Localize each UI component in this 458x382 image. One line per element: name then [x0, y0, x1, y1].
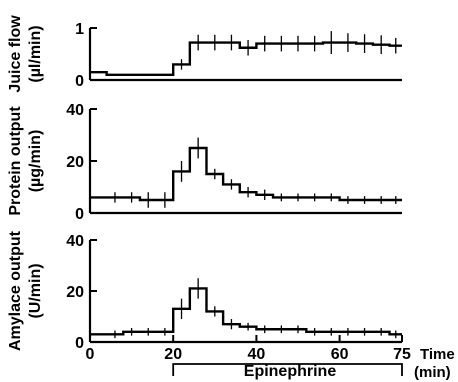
y-tick-label: 0 — [75, 73, 84, 90]
panel-2: 0 20 40 Protein output (µg/min) — [7, 102, 402, 223]
x-tick-label: 40 — [248, 346, 266, 363]
y-tick-label: 20 — [66, 284, 84, 301]
data-series-line — [90, 287, 402, 336]
y-tick-label: 20 — [66, 154, 84, 171]
y-tick-label: 0 — [75, 335, 84, 352]
y-axis-label: Protein output — [7, 106, 24, 216]
y-tick-label: 40 — [66, 102, 84, 119]
panel-3: 0 20 40 Amylace output (U/min) — [7, 230, 402, 352]
y-tick-label: 40 — [66, 233, 84, 250]
y-tick-label: 1 — [75, 21, 84, 38]
x-axis-label-unit: (min) — [414, 364, 451, 381]
y-axis-unit: (µg/min) — [27, 130, 44, 193]
epinephrine-bracket: Epinephrine — [172, 363, 403, 380]
x-axis-label-time: Time — [420, 346, 455, 363]
y-axis-label: Amylace output — [7, 230, 24, 351]
epinephrine-label: Epinephrine — [244, 363, 337, 380]
x-tick-label: 60 — [331, 346, 349, 363]
time-x-axis: Time (min) 0 20 40 60 75 — [86, 335, 455, 381]
x-tick-label: 20 — [164, 346, 182, 363]
x-tick-label: 0 — [86, 346, 95, 363]
y-tick-label: 0 — [75, 206, 84, 223]
bracket-line — [172, 363, 403, 376]
y-axis-unit: (µl/min) — [27, 25, 44, 82]
data-series-line — [90, 41, 402, 76]
data-series-line — [90, 146, 402, 202]
y-axis-label: Juice flow — [7, 15, 24, 93]
panel-1: 0 1 Juice flow (µl/min) — [7, 15, 402, 93]
y-axis-unit: (U/min) — [27, 263, 44, 318]
x-tick-label: 75 — [393, 346, 411, 363]
